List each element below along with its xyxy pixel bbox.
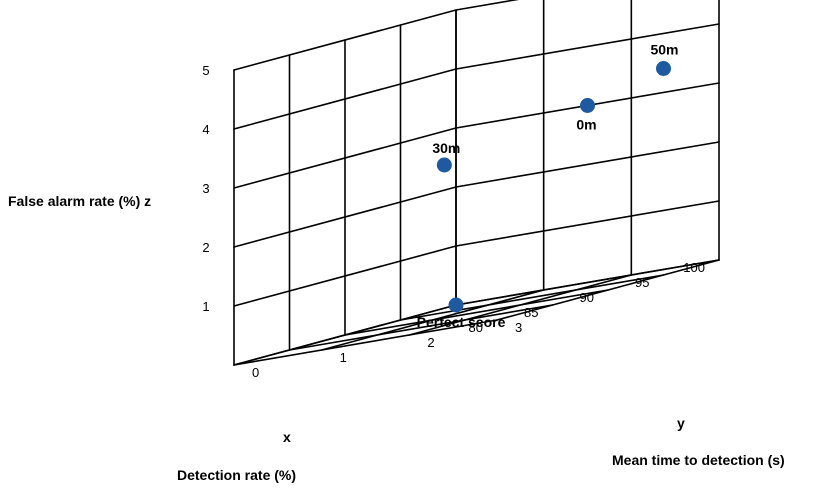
x-axis-title: Detection rate (%) — [177, 467, 296, 483]
x-axis-letter: x — [283, 429, 291, 445]
chart-axis-titles: False alarm rate (%) z x Detection rate … — [8, 193, 785, 483]
left-wall-horizontal-3 — [233, 127, 457, 189]
data-point-label: Perfect score — [417, 314, 506, 330]
z-tick-label: 2 — [202, 240, 209, 255]
x-tick-label: 85 — [524, 305, 538, 320]
z-tick-label: 1 — [202, 299, 209, 314]
x-tick-label: 100 — [683, 260, 705, 275]
chart-tick-labels: 1 2 3 4 5 100 95 90 85 80 0 1 2 3 — [202, 63, 705, 380]
floor-gridline-y-2 — [408, 274, 633, 336]
right-wall-horizontal-4 — [455, 23, 720, 70]
y-tick-label: 1 — [340, 350, 347, 365]
chart-grid — [233, 0, 720, 366]
floor-gridline-y-3 — [496, 259, 720, 321]
right-wall-horizontal-1 — [455, 200, 720, 247]
z-tick-label: 4 — [202, 122, 209, 137]
data-point-marker — [656, 61, 671, 76]
data-point-label: 30m — [432, 140, 460, 156]
data-point-marker — [448, 297, 464, 313]
left-wall-horizontal-2 — [233, 186, 457, 248]
z-tick-label: 3 — [202, 181, 209, 196]
x-tick-label: 80 — [469, 320, 483, 335]
data-point-marker — [436, 157, 452, 173]
floor-gridline-x-3 — [288, 304, 554, 351]
y-axis-letter: y — [677, 415, 685, 431]
left-wall-horizontal-1 — [233, 245, 457, 307]
data-point-label: 50m — [650, 42, 678, 58]
y-axis-title: Mean time to detection (s) — [612, 452, 785, 468]
floor-gridline-y-1 — [320, 289, 545, 351]
z-tick-label: 5 — [202, 63, 209, 78]
data-point-label: 0m — [576, 117, 596, 133]
left-wall-horizontal-5 — [233, 9, 457, 71]
chart-data-points: Perfect score 0m 30m 50m — [417, 42, 679, 331]
data-point-marker — [580, 98, 595, 113]
y-tick-label: 3 — [515, 320, 522, 335]
x-tick-label: 95 — [635, 275, 649, 290]
floor-gridline-x-4 — [233, 319, 498, 366]
right-wall-horizontal-2 — [455, 141, 720, 188]
right-wall-horizontal-0 — [455, 259, 720, 306]
y-tick-label: 2 — [427, 335, 434, 350]
right-wall-horizontal-5 — [455, 0, 520, 11]
floor-gridline-x-1 — [399, 274, 665, 321]
y-tick-label: 0 — [252, 365, 259, 380]
x-tick-label: 90 — [580, 290, 594, 305]
z-axis-title: False alarm rate (%) z — [8, 193, 151, 209]
floor-gridline-x-2 — [344, 289, 609, 336]
left-wall-horizontal-4 — [233, 68, 457, 130]
left-wall-horizontal-0 — [233, 304, 457, 366]
